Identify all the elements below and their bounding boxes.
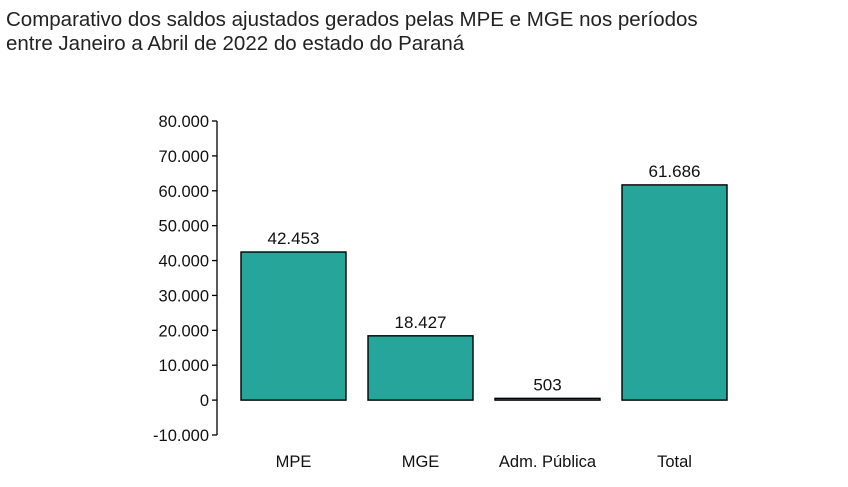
y-tick-label: 50.000 [159,218,209,236]
bar-total [621,184,728,401]
x-category-label: MPE [276,453,312,471]
y-tick-label: 10.000 [159,357,209,375]
data-label: 61.686 [649,162,701,181]
x-category-label: Adm. Pública [499,453,597,471]
y-tick-label: 80.000 [159,113,209,131]
bar-mge [367,335,474,401]
y-tick-label: 40.000 [159,253,209,271]
y-axis: -10.000 0 10.000 20.000 30.000 40.000 50.000 60… [153,113,218,445]
bar-mpe [240,251,347,401]
y-tick-label: 0 [200,392,209,410]
x-category-label: MGE [402,453,440,471]
chart-title: Comparativo dos saldos ajustados gerados… [6,8,698,55]
y-tick-label: -10.000 [153,427,209,445]
y-tick-label: 20.000 [159,322,209,340]
y-tick-label: 30.000 [159,287,209,305]
data-label: 42.453 [268,229,320,248]
y-tick-label: 60.000 [159,183,209,201]
y-tick-label: 70.000 [159,148,209,166]
bars [240,184,728,401]
data-label: 18.427 [395,313,447,332]
data-label: 503 [533,375,561,394]
x-axis-labels: MPE MGE Adm. Pública Total [276,453,692,471]
x-category-label: Total [657,453,692,471]
data-labels: 42.453 18.427 503 61.686 [268,162,701,394]
bar-adm-p-blica [494,397,601,401]
